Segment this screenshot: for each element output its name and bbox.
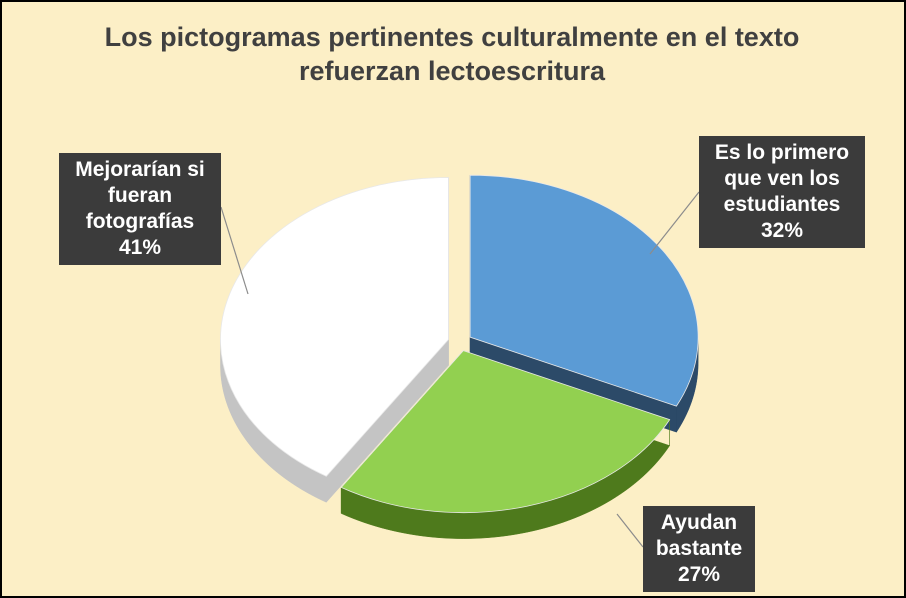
slice	[469, 174, 699, 407]
label-value: 41%	[118, 236, 162, 259]
slice	[220, 177, 449, 477]
leader-line	[649, 191, 700, 255]
data-label: Ayudan bastante 27%	[643, 506, 755, 592]
label-value: 32%	[760, 219, 804, 242]
label-value: 27%	[677, 563, 721, 586]
label-category: Ayudan bastante	[655, 511, 743, 560]
chart-title: Los pictogramas pertinentes culturalment…	[104, 22, 800, 86]
data-label: Mejorarían si fueran fotografías 41%	[59, 153, 221, 265]
leader-line	[616, 513, 644, 548]
slice	[340, 350, 671, 514]
data-label: Es lo primero que ven los estudiantes 32%	[699, 136, 865, 248]
label-category: Es lo primero que ven los estudiantes	[714, 141, 850, 216]
leader-line	[220, 206, 249, 295]
label-category: Mejorarían si fueran fotografías	[75, 158, 205, 233]
